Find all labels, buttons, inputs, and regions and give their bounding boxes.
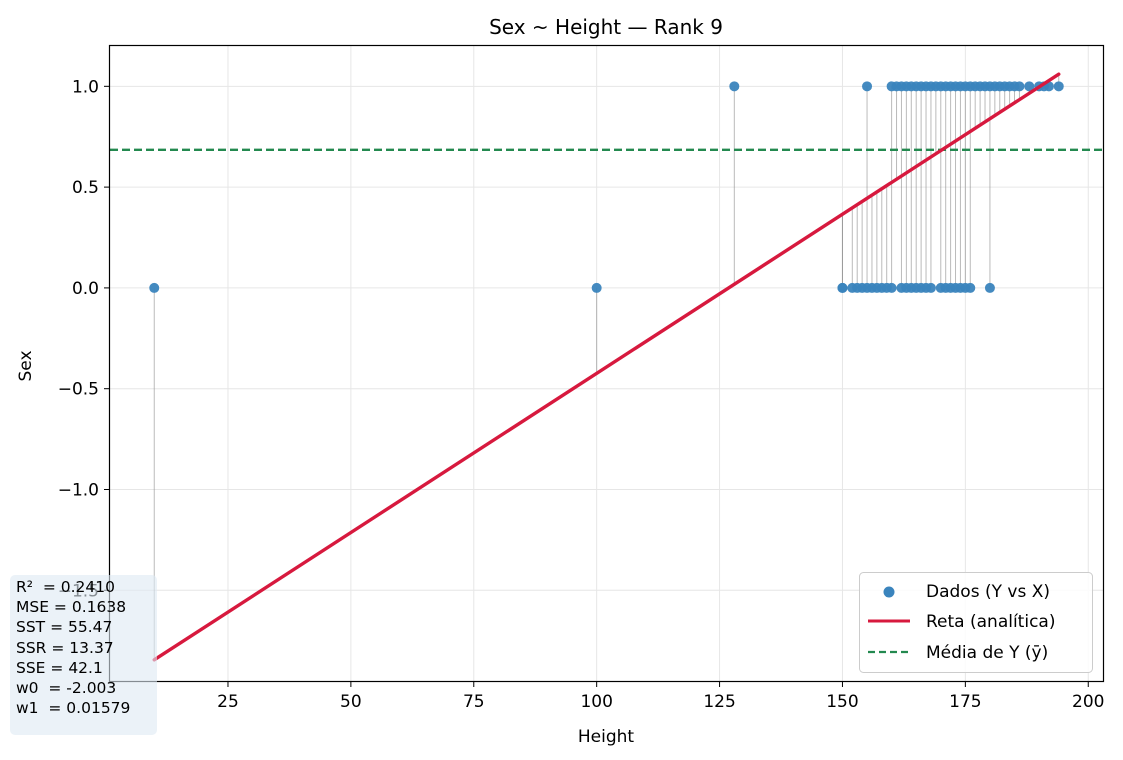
data-point: [862, 81, 873, 92]
x-tick-label: 175: [949, 692, 981, 712]
legend-box: [859, 572, 1093, 673]
x-tick-label: 25: [217, 692, 239, 712]
y-axis-ticks: −1.5−1.0−0.50.00.51.0: [58, 77, 110, 601]
legend: Dados (Y vs X) Reta (analítica) Média de…: [859, 572, 1093, 673]
stats-line: w0 = -2.003: [16, 679, 117, 698]
data-point: [965, 282, 976, 293]
stats-line: SSE = 42.1: [16, 658, 103, 677]
data-point: [591, 282, 602, 293]
data-point: [729, 81, 740, 92]
fit-line: [152, 72, 1061, 662]
x-tick-label: 100: [580, 692, 612, 712]
data-point: [886, 282, 897, 293]
data-points: [149, 81, 1064, 293]
data-point: [837, 282, 848, 293]
legend-label-fit: Reta (analítica): [926, 612, 1055, 632]
fit-line-layer: [152, 72, 1061, 662]
y-tick-label: 1.0: [72, 77, 99, 97]
x-tick-label: 200: [1072, 692, 1104, 712]
stats-line: SSR = 13.37: [16, 638, 114, 657]
x-tick-label: 125: [703, 692, 735, 712]
stats-line: MSE = 0.1638: [16, 598, 127, 617]
y-tick-label: −0.5: [58, 380, 99, 400]
x-tick-label: 50: [340, 692, 362, 712]
y-tick-label: 0.5: [72, 178, 99, 198]
data-point: [925, 282, 936, 293]
y-tick-label: 0.0: [72, 279, 99, 299]
x-tick-label: 150: [826, 692, 858, 712]
stats-box: R² = 0.2410 MSE = 0.1638 SST = 55.47 SSR = …: [10, 575, 157, 735]
data-point: [149, 282, 160, 293]
legend-scatter-marker: [883, 586, 895, 598]
y-tick-label: −1.0: [58, 480, 99, 500]
x-tick-label: 75: [463, 692, 485, 712]
residual-lines: [153, 74, 1060, 660]
data-point: [1053, 81, 1064, 92]
x-axis-label: Height: [578, 727, 635, 747]
x-axis-ticks: 25 50 75 100 125 150 175 200: [217, 681, 1104, 712]
legend-label-mean: Média de Y (ȳ): [926, 643, 1048, 663]
plot-frame: [108, 44, 1105, 683]
data-point: [984, 282, 995, 293]
stats-line: w1 = 0.01579: [16, 699, 131, 718]
data-point: [1014, 81, 1025, 92]
data-point: [1024, 81, 1035, 92]
chart-title: Sex ~ Height — Rank 9: [489, 15, 723, 39]
legend-label-data: Dados (Y vs X): [926, 582, 1050, 602]
y-axis-label: Sex: [16, 350, 36, 381]
stats-line: R² = 0.2410: [16, 578, 115, 596]
stats-line: SST = 55.47: [16, 618, 113, 637]
